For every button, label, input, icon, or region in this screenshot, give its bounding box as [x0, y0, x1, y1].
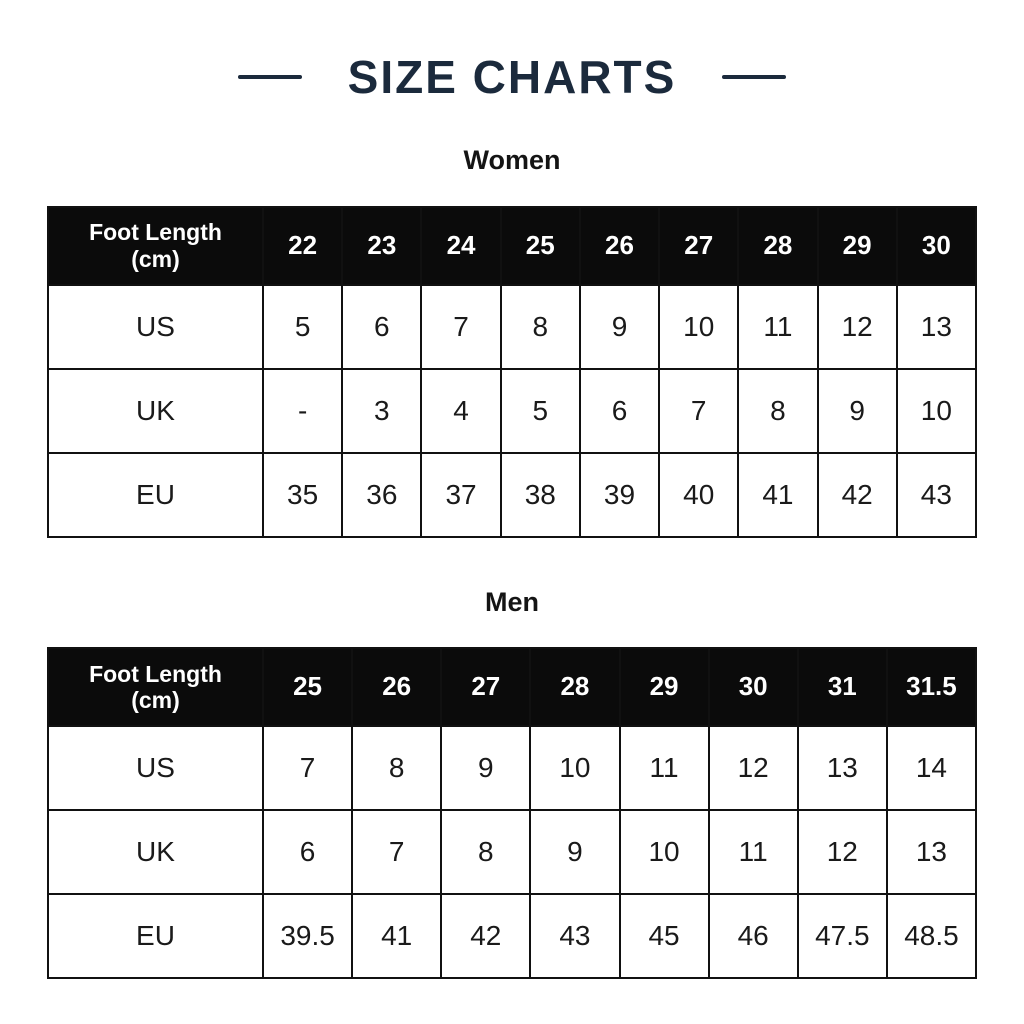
foot-length-value-cell: 27	[658, 205, 740, 286]
size-value-cell: 13	[895, 283, 978, 370]
size-value-cell: 12	[816, 283, 898, 370]
size-value-cell: 45	[618, 893, 710, 980]
row-label-cell: UK	[47, 809, 264, 896]
size-value-cell: 5	[499, 367, 581, 454]
size-value-cell: 46	[707, 893, 799, 980]
foot-length-value-cell: 29	[816, 205, 898, 286]
men-section-heading: Men	[485, 586, 539, 617]
size-value-cell: 3	[341, 367, 423, 454]
size-row-uk: UK -3 4 5 6 7 8 9 10	[47, 367, 978, 454]
foot-length-value-cell: 26	[578, 205, 661, 286]
size-value-cell: 6	[261, 809, 354, 896]
size-value-cell: 9	[816, 367, 898, 454]
size-value-cell: 13	[796, 725, 888, 812]
header-row: Foot Length (cm) 22 23 24 25 26 27 28 29 30	[47, 205, 978, 286]
women-section-heading: Women	[463, 145, 561, 175]
size-value-cell: 43	[529, 893, 621, 980]
size-value-cell: 9	[440, 725, 532, 812]
foot-length-value-cell: 28	[529, 647, 621, 728]
size-value-cell: 7	[658, 367, 740, 454]
foot-length-value-cell: 30	[707, 647, 799, 728]
size-value-cell: 41	[351, 893, 443, 980]
size-value-cell: 43	[895, 451, 978, 538]
size-value-cell: 14	[885, 725, 978, 812]
size-value-cell: 8	[499, 283, 581, 370]
size-value-cell: 48.5	[885, 893, 978, 980]
size-row-uk: UK 6 7 8 9 10 11 12 13	[47, 809, 978, 896]
title-dash-right-icon	[722, 75, 787, 79]
foot-length-value-cell: 28	[737, 205, 819, 286]
foot-length-value-cell: 31	[796, 647, 888, 728]
size-value-cell: 37	[420, 451, 502, 538]
size-row-us: US 5 6 7 8 9 10 11 12 13	[47, 283, 978, 370]
size-value-cell: 11	[618, 725, 710, 812]
foot-length-value-cell: 24	[420, 205, 502, 286]
foot-length-value-cell: 25	[499, 205, 581, 286]
size-value-cell: 13	[885, 809, 978, 896]
size-value-cell: 42	[816, 451, 898, 538]
size-value-cell: 8	[440, 809, 532, 896]
foot-length-value-cell: 30	[895, 205, 978, 286]
size-value-cell: 11	[737, 283, 819, 370]
men-table-head: Foot Length (cm) 25 26 27 28 29 30 31 31.5	[47, 647, 978, 728]
size-value-cell: 8	[737, 367, 819, 454]
foot-length-value-cell: 26	[351, 647, 443, 728]
women-table-body: US 5 6 7 8 9 10 11 12 13 UK -3 4 5 6 7 8 9 10 EU 35 36 37 38 39 4…	[47, 283, 978, 538]
foot-length-value-cell: 27	[440, 647, 532, 728]
row-label-cell: EU	[47, 893, 264, 980]
foot-length-header-cell: Foot Length (cm)	[47, 205, 264, 286]
page-title: SIZE CHARTS	[347, 51, 677, 103]
size-value-cell: 10	[895, 367, 978, 454]
row-label-cell: US	[47, 725, 264, 812]
size-row-eu: EU 35 36 37 38 39 40 41 42 43	[47, 451, 978, 538]
size-value-cell: 39.5	[261, 893, 354, 980]
women-table-head: Foot Length (cm) 22 23 24 25 26 27 28 29 30	[47, 205, 978, 286]
size-value-cell: 5	[261, 283, 344, 370]
size-value-cell: 9	[529, 809, 621, 896]
foot-length-value-cell: 25	[261, 647, 354, 728]
men-size-table: Foot Length (cm) 25 26 27 28 29 30 31 31.5 US 7 8 9…	[47, 647, 978, 980]
size-row-eu: EU 39.5 41 42 43 45 46 47.5 48.5	[47, 893, 978, 980]
row-label-cell: EU	[47, 451, 264, 538]
size-value-cell: 4	[420, 367, 502, 454]
size-value-cell: 39	[578, 451, 661, 538]
row-label-cell: US	[47, 283, 264, 370]
size-value-cell: -	[261, 367, 344, 454]
size-value-cell: 35	[261, 451, 344, 538]
foot-length-header-cell: Foot Length (cm)	[47, 647, 264, 728]
women-size-table: Foot Length (cm) 22 23 24 25 26 27 28 29 30 US 5 6 7…	[47, 205, 978, 538]
title-dash-left-icon	[237, 75, 302, 79]
men-table-body: US 7 8 9 10 11 12 13 14 UK 6 7 8 9 10 11 12 13 EU 39.5 41 42 4…	[47, 725, 978, 980]
row-label-cell: UK	[47, 367, 264, 454]
foot-length-value-cell: 29	[618, 647, 710, 728]
title-row: SIZE CHARTS	[0, 54, 1024, 100]
size-value-cell: 10	[529, 725, 621, 812]
foot-length-value-cell: 31.5	[885, 647, 978, 728]
size-value-cell: 12	[796, 809, 888, 896]
size-value-cell: 40	[658, 451, 740, 538]
foot-length-value-cell: 22	[261, 205, 344, 286]
size-value-cell: 36	[341, 451, 423, 538]
size-value-cell: 9	[578, 283, 661, 370]
size-value-cell: 12	[707, 725, 799, 812]
size-value-cell: 7	[261, 725, 354, 812]
size-value-cell: 7	[420, 283, 502, 370]
size-value-cell: 10	[658, 283, 740, 370]
size-value-cell: 10	[618, 809, 710, 896]
size-row-us: US 7 8 9 10 11 12 13 14	[47, 725, 978, 812]
foot-length-value-cell: 23	[341, 205, 423, 286]
size-value-cell: 6	[341, 283, 423, 370]
header-row: Foot Length (cm) 25 26 27 28 29 30 31 31.5	[47, 647, 978, 728]
size-value-cell: 11	[707, 809, 799, 896]
size-value-cell: 7	[351, 809, 443, 896]
size-value-cell: 47.5	[796, 893, 888, 980]
size-value-cell: 42	[440, 893, 532, 980]
size-value-cell: 6	[578, 367, 661, 454]
size-value-cell: 41	[737, 451, 819, 538]
size-value-cell: 38	[499, 451, 581, 538]
size-value-cell: 8	[351, 725, 443, 812]
